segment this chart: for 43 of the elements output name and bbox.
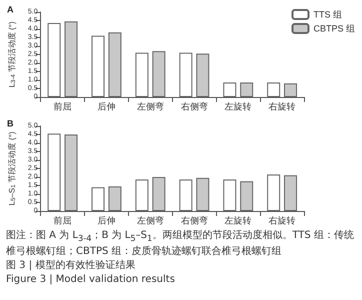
x-tick-label: 右侧弯 [180, 102, 208, 112]
caption: Figure 3 | Model validation results [6, 273, 176, 286]
bar [179, 180, 192, 211]
bar [179, 52, 192, 97]
bar [135, 180, 148, 211]
bar [64, 134, 78, 211]
x-tick-label: 左旋转 [224, 216, 252, 226]
x-tick-label: 前屈 [54, 102, 72, 112]
bar [223, 180, 236, 211]
x-tick-label: 后伸 [97, 102, 116, 112]
caption: 图 3 | 模型的有效性验证结果 [6, 259, 136, 272]
bar [92, 36, 105, 97]
bar [64, 21, 78, 97]
bar [152, 177, 166, 211]
bar [92, 187, 105, 211]
x-tick-label: 右侧弯 [180, 216, 208, 226]
bar [196, 178, 210, 211]
bar [152, 51, 166, 97]
x-tick-label: 前屈 [54, 216, 72, 226]
x-tick-label: 左侧弯 [136, 102, 164, 112]
chart-title: A [7, 4, 14, 14]
bar [135, 52, 148, 97]
legend-label: CBTPS 组 [313, 24, 356, 34]
legend-label: TTS 组 [313, 10, 342, 20]
text: 图注：图 A 为 L$_{3-4}$；B 为 L$_{5}$–S$_{1}$。两组模型的节段活动度相似。TTS 组：传统椎弓根螺钉组；CBTPS 组：皮质骨轨迹螺钉联合椎弓根螺钉组 [6, 229, 355, 258]
x-tick-label: 后伸 [97, 216, 116, 226]
bar [267, 82, 280, 97]
bar [48, 23, 61, 97]
bar [267, 174, 280, 211]
bar [284, 175, 298, 211]
bar [223, 82, 236, 97]
bar [284, 83, 298, 97]
x-tick-label: 左侧弯 [136, 216, 164, 226]
bar [240, 82, 254, 97]
bar [240, 181, 254, 211]
x-tick-label: 右旋转 [268, 102, 296, 112]
chart-title: B [7, 118, 14, 128]
bar [48, 134, 61, 211]
bar [108, 186, 122, 211]
bar [108, 32, 122, 97]
x-tick-label: 左旋转 [224, 102, 252, 112]
bar [196, 54, 210, 97]
x-tick-label: 右旋转 [268, 216, 296, 226]
